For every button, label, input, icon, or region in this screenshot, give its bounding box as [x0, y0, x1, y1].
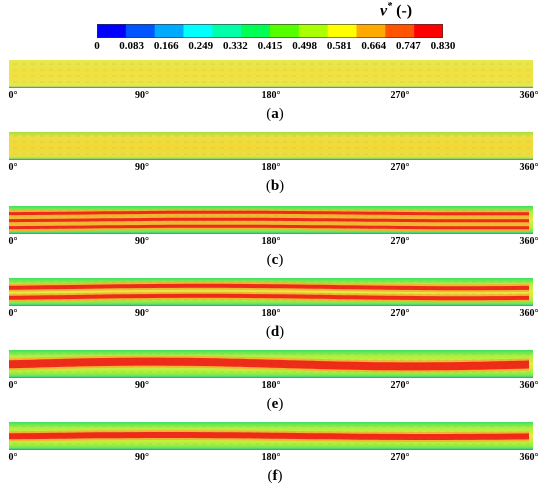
angle-tick-label: 270° [390, 236, 410, 247]
panel-caption: (d) [265, 324, 285, 340]
angle-tick-label: 360° [519, 236, 539, 247]
angle-axis: 0° 90° 180° 270° 360° [9, 380, 549, 392]
colorbar-superscript: * [387, 1, 393, 12]
angle-tick-label: 180° [261, 162, 281, 173]
velocity-contour-band [9, 60, 533, 88]
velocity-streak [9, 432, 529, 440]
colorbar-segment [154, 24, 185, 38]
angle-tick-label: 360° [519, 452, 539, 463]
angle-tick-label: 360° [519, 308, 539, 319]
colorbar-tick-label: 0.332 [223, 40, 248, 52]
angle-tick-label: 360° [519, 162, 539, 173]
colorbar-segment [298, 24, 329, 38]
angle-tick-label: 90° [135, 308, 149, 319]
colorbar-tick-label: 0.830 [430, 40, 456, 52]
angle-tick-label: 0° [8, 380, 18, 391]
colorbar-tick-label: 0.747 [396, 40, 421, 52]
colorbar-tick-label: 0.083 [119, 40, 144, 52]
panel-d: 0° 90° 180° 270° 360° [9, 278, 539, 338]
colorbar-title: v* (-) [380, 1, 440, 20]
angle-tick-label: 270° [390, 308, 410, 319]
panel-caption-letter: b [270, 178, 280, 194]
angle-tick-label: 180° [261, 308, 281, 319]
angle-tick-label: 180° [261, 380, 281, 391]
angle-axis: 0° 90° 180° 270° 360° [9, 308, 549, 320]
panel-caption: (b) [265, 178, 285, 194]
band-background [9, 132, 533, 160]
colorbar-tick-label: 0.415 [257, 40, 283, 52]
angle-tick-label: 180° [261, 452, 281, 463]
angle-tick-label: 90° [135, 90, 149, 101]
colorbar-segment [385, 24, 415, 38]
panel-caption-letter: e [271, 396, 279, 412]
colorbar-segment [356, 24, 386, 38]
colorbar-segment [327, 24, 358, 38]
band-background [9, 60, 533, 88]
angle-tick-label: 270° [390, 380, 410, 391]
colorbar-tick-label: 0.581 [326, 40, 352, 52]
angle-tick-label: 270° [390, 162, 410, 173]
panel-caption: (c) [266, 252, 284, 268]
angle-tick-label: 180° [261, 236, 281, 247]
colorbar-border [97, 24, 443, 38]
panel-e: 0° 90° 180° 270° 360° [9, 350, 539, 410]
velocity-streak [9, 293, 529, 301]
angle-axis: 0° 90° 180° 270° 360° [9, 236, 549, 248]
velocity-streak [9, 210, 529, 216]
colorbar-segment [414, 24, 443, 38]
angle-tick-label: 0° [8, 308, 18, 319]
velocity-streak [9, 357, 529, 371]
velocity-streak [9, 224, 529, 230]
panel-caption-letter: c [271, 252, 279, 268]
angle-tick-label: 0° [8, 162, 18, 173]
panel-caption-letter: d [270, 324, 280, 340]
colorbar-segment [212, 24, 242, 38]
velocity-streak [9, 283, 529, 291]
colorbar-segment [241, 24, 271, 38]
velocity-contour-band [9, 278, 533, 306]
angle-axis: 0° 90° 180° 270° 360° [9, 452, 549, 464]
colorbar-segment [97, 24, 127, 38]
angle-tick-label: 90° [135, 452, 149, 463]
panel-caption-letter: a [271, 106, 279, 122]
colorbar-unit: (-) [396, 2, 413, 20]
colorbar-tick-label: 0 [94, 40, 100, 52]
angle-axis: 0° 90° 180° 270° 360° [9, 162, 549, 174]
angle-tick-label: 0° [8, 90, 18, 101]
colorbar-segment [270, 24, 300, 38]
velocity-contour-band [9, 132, 533, 160]
colorbar-tick-label: 0.664 [361, 40, 387, 52]
velocity-contour-band [9, 350, 533, 378]
colorbar [97, 24, 443, 38]
colorbar-tick-label: 0.498 [292, 40, 317, 52]
angle-tick-label: 360° [519, 380, 539, 391]
colorbar-ticks: 0 0.083 0.166 0.249 0.332 0.415 0.498 0.581 0.66… [94, 40, 455, 56]
angle-tick-label: 180° [261, 90, 281, 101]
panel-c: 0° 90° 180° 270° 360° [9, 206, 539, 266]
velocity-streak [9, 217, 529, 223]
colorbar-segment [125, 24, 156, 38]
colorbar-symbol: v [380, 2, 388, 20]
velocity-contour-band [9, 206, 533, 234]
panel-b: 0° 90° 180° 270° 360° [9, 132, 539, 192]
panel-caption: (f) [267, 468, 283, 484]
angle-tick-label: 270° [390, 90, 410, 101]
panel-caption-letter: f [272, 468, 278, 484]
angle-axis: 0° 90° 180° 270° 360° [9, 90, 549, 102]
colorbar-tick-label: 0.166 [153, 40, 179, 52]
angle-tick-label: 360° [519, 90, 539, 101]
angle-tick-label: 90° [135, 162, 149, 173]
angle-tick-label: 270° [390, 452, 410, 463]
panel-f: 0° 90° 180° 270° 360° [9, 422, 539, 482]
angle-tick-label: 0° [8, 452, 18, 463]
angle-tick-label: 0° [8, 236, 18, 247]
angle-tick-label: 90° [135, 236, 149, 247]
colorbar-tick-label: 0.249 [188, 40, 214, 52]
panel-caption: (a) [266, 106, 284, 122]
panel-a: 0° 90° 180° 270° 360° [9, 60, 539, 120]
panel-caption: (e) [266, 396, 284, 412]
velocity-contour-band [9, 422, 533, 450]
angle-tick-label: 90° [135, 380, 149, 391]
colorbar-segment [183, 24, 213, 38]
